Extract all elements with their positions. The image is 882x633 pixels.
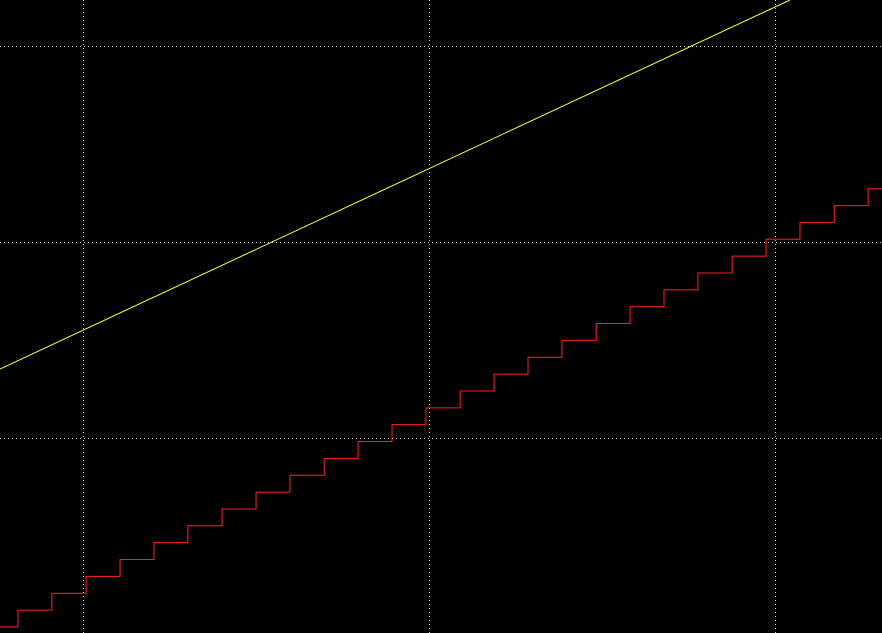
line-series xyxy=(0,0,791,370)
step-series xyxy=(0,188,882,628)
